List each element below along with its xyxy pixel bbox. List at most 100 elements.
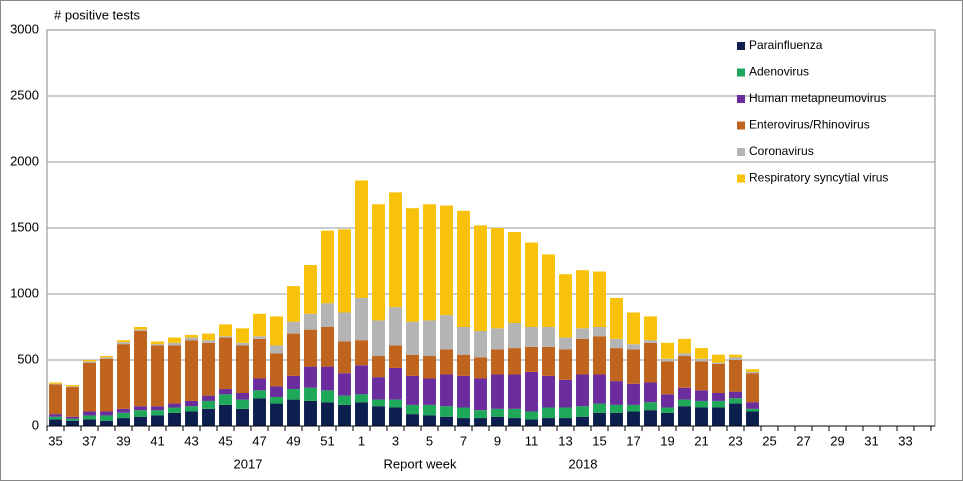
bar-segment [474,225,487,331]
bar-segment [729,403,742,426]
y-axis-title: # positive tests [54,7,140,22]
bar-segment [287,333,300,376]
bar-segment [321,327,334,367]
bar-segment [304,264,317,314]
bar-segment [678,406,691,426]
bar-segment [100,415,113,421]
bar-segment [372,320,385,357]
bar-segment [372,399,385,407]
bar-segment [542,346,555,376]
x-tick-label: 45 [218,433,232,448]
bar-segment [542,418,555,426]
bar-segment [338,395,351,405]
legend-label: Adenovirus [749,65,809,79]
bar-segment [406,321,419,355]
bar-segment [627,404,640,412]
x-tick-label: 51 [320,433,334,448]
bar-segment [202,342,215,396]
bar-segment [457,354,470,376]
bar-segment [525,346,538,372]
bar-segment [491,228,504,329]
bar-segment [355,340,368,366]
bar-segment [661,361,674,395]
bar-segment [219,389,232,395]
bar-segment [746,369,759,372]
bar-segment [355,180,368,298]
bar-segment [712,362,725,364]
bar-segment [695,400,708,408]
bar-segment [576,328,589,339]
bar-segment [661,412,674,426]
bar-segment [491,374,504,409]
bar-segment [474,418,487,426]
bar-segment [134,406,147,411]
bar-segment [100,357,113,359]
bar-segment [593,336,606,375]
bar-segment [542,375,555,408]
bar-segment [695,348,708,359]
x-tick-label: 35 [48,433,62,448]
bar-segment [202,333,215,341]
x-tick-label: 49 [286,433,300,448]
bar-segment [253,378,266,391]
bar-segment [49,416,62,420]
bar-segment [372,356,385,378]
bar-segment [423,356,436,379]
bar-segment [593,271,606,327]
bar-segment [83,361,96,363]
bar-segment [389,399,402,408]
bar-segment [304,366,317,388]
bar-segment [627,383,640,405]
bar-segment [83,419,96,426]
x-tick-label: 15 [592,433,606,448]
bar-segment [321,230,334,304]
bar-segment [542,327,555,347]
bar-segment [559,418,572,426]
bar-segment [440,315,453,350]
bar-segment [678,387,691,400]
bar-segment [406,414,419,426]
bar-segment [644,382,657,403]
bar-segment [168,407,181,413]
bar-segment [168,342,181,346]
x-tick-label: 13 [558,433,572,448]
bar-segment [372,204,385,321]
bar-segment [661,407,674,413]
bar-segment [576,270,589,329]
bar-segment [287,286,300,322]
bar-segment [185,334,198,338]
bar-segment [423,415,436,426]
y-tick-label: 500 [17,351,39,366]
bar-segment [508,418,521,426]
bar-segment [49,382,62,384]
bar-segment [66,418,79,421]
bar-segment [440,406,453,417]
bar-segment [185,337,198,341]
bar-segment [151,341,164,345]
bar-segment [219,394,232,405]
year-label: 2018 [569,456,598,471]
bar-segment [372,406,385,426]
bar-segment [338,373,351,396]
bar-segment [117,344,130,409]
legend-swatch [737,148,745,156]
bar-segment [66,385,79,387]
bar-segment [610,412,623,426]
bar-segment [542,254,555,327]
bar-segment [746,373,759,403]
legend-label: Coronavirus [749,144,814,158]
bar-segment [287,321,300,334]
bar-segment [117,408,130,413]
bar-segment [304,400,317,426]
bar-segment [610,297,623,339]
bar-segment [151,415,164,426]
bar-segment [559,407,572,419]
bar-segment [236,399,249,409]
legend: Parainfluenza Adenovirus Human metapneumov… [737,38,888,185]
bar-segment [474,330,487,358]
bar-segment [644,402,657,411]
bar-segment [440,416,453,426]
bar-segment [389,407,402,426]
bar-segment [678,353,691,357]
bar-segment [593,412,606,426]
